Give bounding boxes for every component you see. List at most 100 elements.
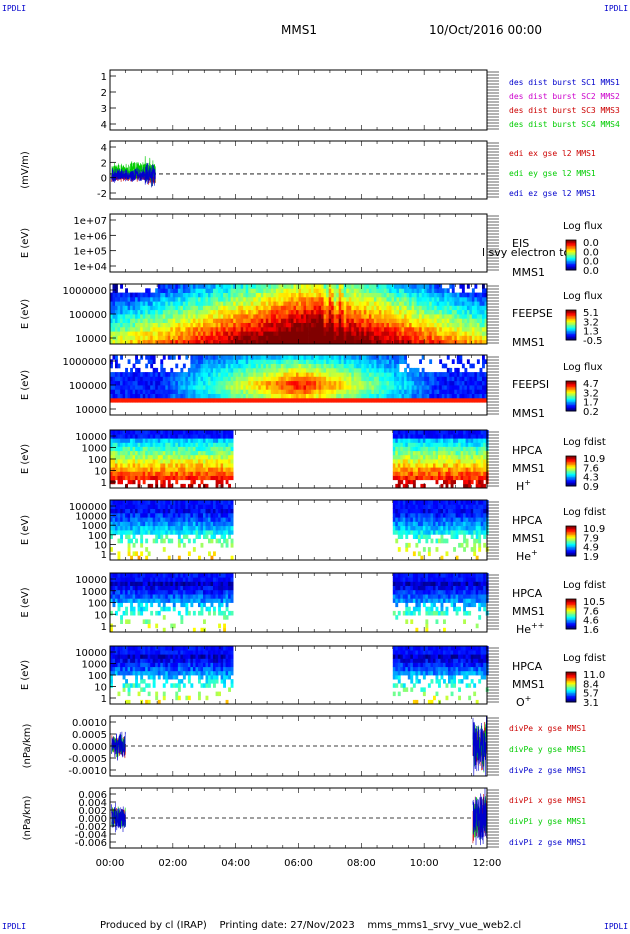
heatmap-cell	[446, 393, 450, 399]
heatmap-cell	[431, 385, 435, 390]
heatmap-cell	[429, 393, 433, 399]
heatmap-cell	[456, 326, 460, 332]
heatmap-cell	[147, 467, 151, 472]
heatmap-cell	[152, 339, 156, 345]
heatmap-cell	[328, 314, 332, 319]
heatmap-cell	[180, 372, 184, 377]
heatmap-cell	[265, 359, 269, 364]
heatmap-cell	[316, 363, 319, 369]
heatmap-cell	[200, 314, 204, 319]
heatmap-cell	[258, 284, 262, 289]
heatmap-cell	[180, 326, 184, 332]
heatmap-cell	[230, 438, 234, 443]
heatmap-cell	[268, 339, 272, 345]
heatmap-cell	[215, 355, 219, 360]
heatmap-cell	[278, 359, 282, 364]
heatmap-cell	[177, 454, 181, 460]
heatmap-cell	[195, 430, 199, 435]
colorbar-step	[566, 393, 576, 395]
heatmap-cell	[265, 296, 269, 302]
heatmap-cell	[366, 397, 370, 403]
heatmap-cell	[213, 372, 216, 377]
heatmap-cell	[356, 296, 360, 302]
heatmap-cell	[120, 467, 123, 472]
heatmap-cell	[187, 483, 191, 489]
heatmap-cell	[381, 393, 385, 399]
heatmap-cell	[150, 363, 154, 369]
heatmap-cell	[110, 318, 113, 323]
heatmap-cell	[110, 459, 113, 464]
heatmap-cell	[381, 339, 385, 345]
heatmap-cell	[416, 393, 420, 399]
heatmap-cell	[366, 385, 370, 390]
heatmap-cell	[130, 454, 133, 460]
heatmap-cell	[435, 475, 439, 481]
heatmap-cell	[429, 305, 433, 311]
heatmap-cell	[420, 467, 424, 472]
heatmap-cell	[198, 446, 201, 452]
heatmap-cell	[293, 376, 297, 382]
heatmap-cell	[404, 288, 407, 293]
heatmap-cell	[225, 434, 229, 439]
heatmap-cell	[240, 355, 244, 360]
heatmap-cell	[400, 450, 404, 456]
heatmap-cell	[424, 331, 428, 336]
heatmap-cell	[223, 355, 226, 360]
heatmap-cell	[112, 339, 116, 345]
heatmap-cell	[240, 339, 244, 345]
heatmap-cell	[402, 467, 406, 472]
heatmap-cell	[192, 438, 196, 443]
heatmap-cell	[225, 309, 229, 315]
heatmap-cell	[412, 450, 416, 456]
heatmap-cell	[479, 393, 483, 399]
heatmap-cell	[348, 314, 352, 319]
heatmap-cell	[396, 284, 400, 289]
heatmap-cell	[198, 459, 201, 464]
heatmap-cell	[419, 359, 422, 364]
heatmap-cell	[132, 434, 136, 439]
heatmap-cell	[187, 314, 191, 319]
heatmap-cell	[378, 314, 382, 319]
heatmap-cell	[323, 389, 327, 394]
heatmap-cell	[425, 454, 429, 460]
heatmap-cell	[298, 305, 302, 311]
heatmap-cell	[228, 284, 231, 289]
heatmap-cell	[386, 397, 390, 403]
heatmap-cell	[172, 467, 176, 472]
heatmap-cell	[268, 363, 272, 369]
heatmap-cell	[110, 446, 113, 452]
heatmap-cell	[208, 309, 211, 315]
heatmap-cell	[233, 288, 237, 293]
heatmap-cell	[245, 305, 249, 311]
heatmap-cell	[455, 467, 459, 472]
heatmap-cell	[411, 326, 415, 332]
heatmap-cell	[187, 459, 191, 464]
heatmap-cell	[175, 479, 179, 485]
heatmap-cell	[406, 318, 410, 323]
heatmap-cell	[366, 301, 370, 306]
heatmap-cell	[451, 305, 455, 311]
heatmap-cell	[263, 376, 267, 382]
heatmap-cell	[363, 372, 367, 377]
heatmap-cell	[434, 335, 438, 341]
heatmap-cell	[326, 376, 329, 382]
heatmap-cell	[182, 284, 186, 289]
heatmap-cell	[215, 389, 219, 394]
heatmap-cell	[373, 309, 377, 315]
heatmap-cell	[185, 430, 189, 435]
colorbar-step	[566, 397, 576, 400]
heatmap-cell	[333, 355, 337, 360]
heatmap-cell	[147, 314, 151, 319]
heatmap-cell	[147, 397, 151, 403]
heatmap-cell	[376, 301, 380, 306]
heatmap-cell	[464, 385, 468, 390]
heatmap-cell	[482, 372, 485, 377]
heatmap-cell	[466, 380, 470, 386]
heatmap-cell	[205, 322, 209, 328]
heatmap-cell	[205, 363, 209, 369]
heatmap-cell	[152, 467, 156, 472]
heatmap-cell	[371, 363, 375, 369]
heatmap-cell	[175, 380, 179, 386]
heatmap-cell	[233, 322, 237, 328]
heatmap-cell	[450, 430, 454, 435]
